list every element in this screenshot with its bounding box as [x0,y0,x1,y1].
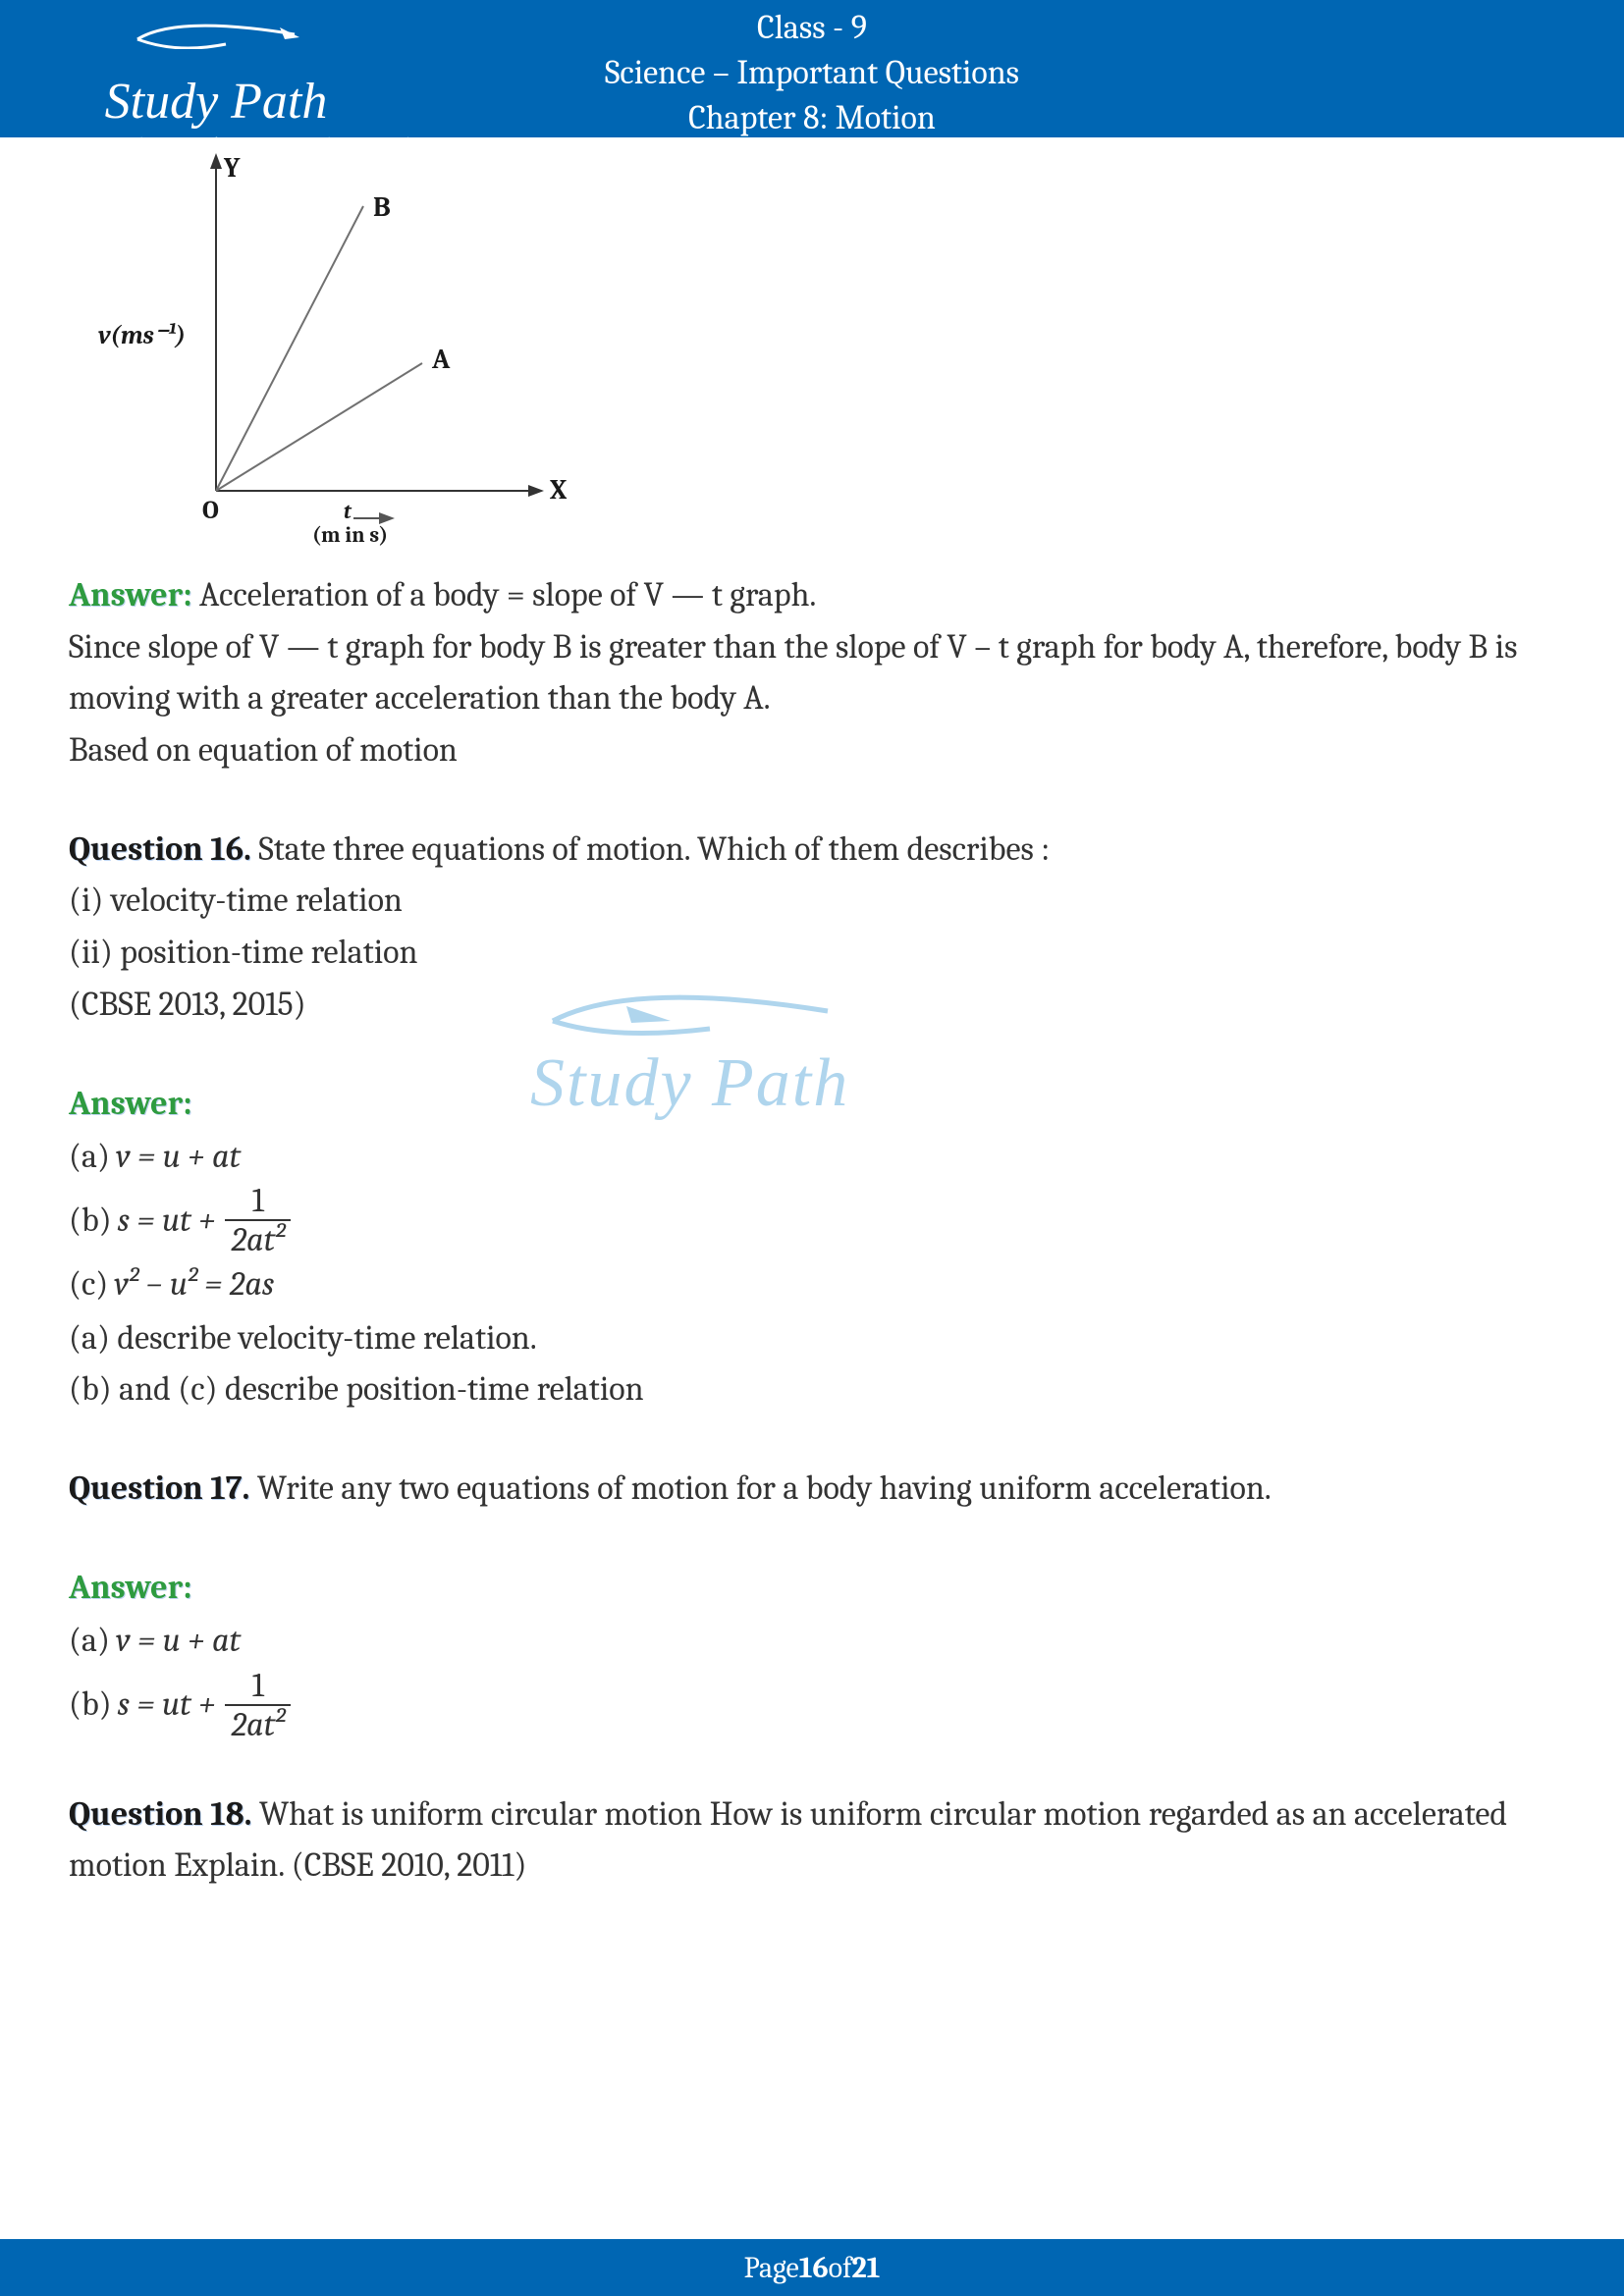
q17-text: Write any two equations of motion for a … [249,1468,1271,1508]
footer-prefix: Page [744,2251,799,2285]
answer-label: Answer: [69,575,192,614]
eq-a-prefix: (a) [69,1135,110,1178]
y-axis-letter: Y [223,152,241,184]
x-axis-unit: (m in s) [312,522,388,548]
y-axis-label: v(ms⁻¹) [97,321,186,350]
eq-b-fraction: 1 2at² [225,1184,291,1256]
eq17-b-left: s = ut + [118,1682,216,1726]
q18-text: What is uniform circular motion How is u… [69,1794,1507,1886]
eq17-b-fraction: 1 2at² [225,1669,291,1741]
series-a-label: A [431,344,451,375]
answer-16-block: Answer: (a) v = u + at (b) s = ut + 1 2a… [69,1078,1555,1415]
eq17-b-num: 1 [246,1669,270,1704]
ans16-desc-bc: (b) and (c) describe position-time relat… [69,1363,1555,1415]
page-footer: Page 16 of 21 [0,2239,1624,2296]
question-17-block: Question 17. Write any two equations of … [69,1463,1555,1515]
eq-c: (c) v² − u² = 2as [69,1262,1555,1306]
question-label: Question 16. [69,829,251,869]
question-18-block: Question 18. What is uniform circular mo… [69,1789,1555,1892]
eq17-a-prefix: (a) [69,1619,110,1662]
footer-total-pages: 21 [851,2251,880,2285]
eq-b-den: 2at² [231,1220,285,1259]
eq-c-prefix: (c) [69,1262,108,1306]
question-label: Question 17. [69,1468,249,1508]
answer-17-block: Answer: (a) v = u + at (b) s = ut + 1 2a… [69,1562,1555,1741]
header-line-class: Class - 9 [412,6,1212,51]
header-title-block: Class - 9 Science – Important Questions … [412,0,1212,141]
eq-a-body: v = u + at [116,1135,241,1178]
page-content: Y X O B A v(ms⁻¹) t (m in s) Answer: Acc… [0,137,1624,1892]
header-line-subject: Science – Important Questions [412,51,1212,96]
answer-label: Answer: [69,1084,192,1123]
answer-15-line1: Acceleration of a body = slope of V — t … [192,575,817,614]
eq17-b-prefix: (b) [69,1682,112,1726]
eq17-b: (b) s = ut + 1 2at² [69,1669,1555,1741]
pen-swoosh-icon [128,10,304,49]
eq-b: (b) s = ut + 1 2at² [69,1184,1555,1256]
eq-b-left: s = ut + [118,1199,216,1242]
eq17-a-body: v = u + at [116,1619,241,1662]
eq-a: (a) v = u + at [69,1135,1555,1178]
footer-current-page: 16 [799,2251,829,2285]
origin-letter: O [202,496,219,525]
logo-text: Study Path [105,77,328,128]
footer-mid: of [829,2251,852,2285]
eq-b-num: 1 [246,1184,270,1219]
header-line-chapter: Chapter 8: Motion [412,96,1212,141]
question-label: Question 18. [69,1794,251,1834]
q16-sub2: (ii) position-time relation [69,927,1555,979]
header-logo-block: Study Path A Free Online Educational Por… [0,0,412,166]
answer-15-line2: Since slope of V — t graph for body B is… [69,621,1555,724]
eq17-a: (a) v = u + at [69,1619,1555,1662]
eq-b-prefix: (b) [69,1199,112,1242]
q16-text: State three equations of motion. Which o… [251,829,1050,869]
x-axis-t: t [344,499,352,524]
q16-source: (CBSE 2013, 2015) [69,979,1555,1031]
question-16-block: Question 16. State three equations of mo… [69,824,1555,1031]
series-b-label: B [373,191,391,223]
eq17-b-den: 2at² [231,1705,285,1744]
x-axis-letter: X [550,474,568,506]
velocity-time-graph: Y X O B A v(ms⁻¹) t (m in s) [69,147,589,560]
q16-sub1: (i) velocity-time relation [69,875,1555,927]
answer-15-line3: Based on equation of motion [69,724,1555,776]
answer-15-block: Answer: Acceleration of a body = slope o… [69,569,1555,621]
ans16-desc-a: (a) describe velocity-time relation. [69,1312,1555,1364]
answer-label: Answer: [69,1568,192,1607]
page-header: Study Path A Free Online Educational Por… [0,0,1624,137]
eq-c-body: v² − u² = 2as [114,1262,274,1306]
graph-svg: Y X O B A v(ms⁻¹) t (m in s) [69,147,589,560]
